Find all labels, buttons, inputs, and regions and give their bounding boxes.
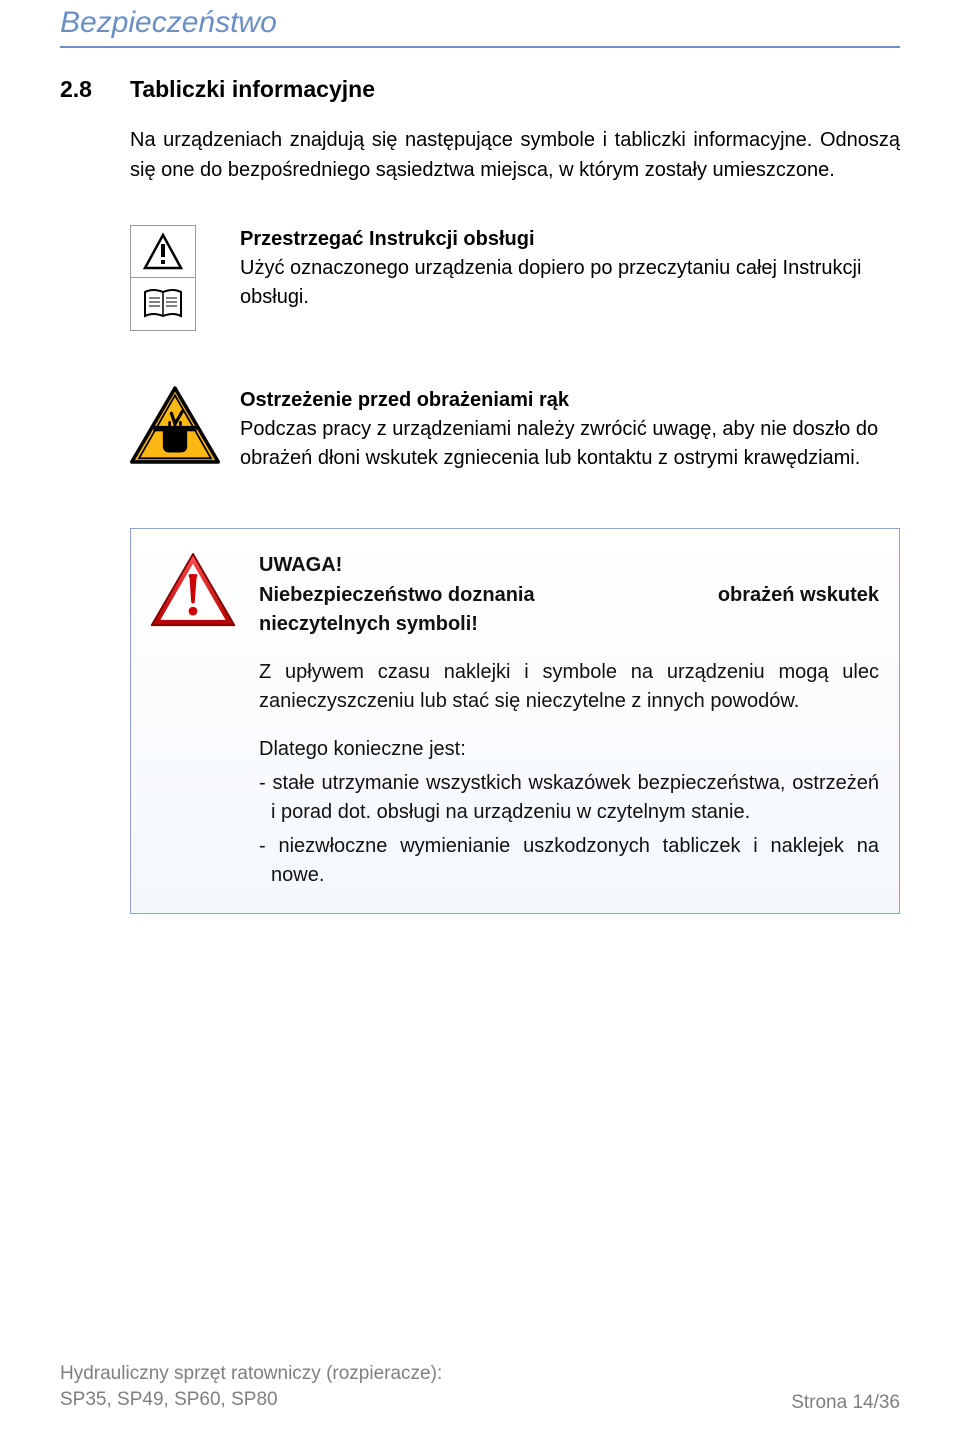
open-book-icon [141, 284, 185, 324]
manual-dual-icon [130, 225, 196, 331]
notice-text: UWAGA! Niebezpieczeństwo doznania obraże… [259, 551, 879, 891]
chapter-title: Bezpieczeństwo [60, 0, 900, 48]
notice-heading: UWAGA! [259, 554, 342, 576]
info-block-manual-text: Przestrzegać Instrukcji obsługi Użyć ozn… [240, 225, 900, 312]
info-block-manual-body: Użyć oznaczonego urządzenia dopiero po p… [240, 257, 861, 308]
notice-subheading2: nieczytelnych symboli! [259, 613, 478, 635]
hand-crush-warning-icon [130, 386, 220, 464]
info-block-hand-body: Podczas pracy z urządzeniami należy zwró… [240, 418, 878, 469]
footer-left-line1: Hydrauliczny sprzęt ratowniczy (rozpiera… [60, 1361, 442, 1388]
notice-sub-a: Niebezpieczeństwo doznania [259, 581, 535, 611]
info-block-hand-title: Ostrzeżenie przed obrażeniami rąk [240, 386, 900, 415]
info-block-manual-title: Przestrzegać Instrukcji obsługi [240, 225, 900, 254]
info-block-hand-text: Ostrzeżenie przed obrażeniami rąk Podcza… [240, 386, 900, 473]
attention-triangle-icon [149, 551, 237, 629]
notice-box: UWAGA! Niebezpieczeństwo doznania obraże… [130, 528, 900, 914]
footer-page-number: Strona 14/36 [791, 1392, 900, 1414]
info-block-hand: Ostrzeżenie przed obrażeniami rąk Podcza… [130, 386, 900, 473]
section-heading: 2.8 Tabliczki informacyjne [60, 76, 900, 103]
notice-li2: - niezwłoczne wymienianie uszkodzonych t… [259, 832, 879, 891]
notice-sub-b: obrażeń wskutek [718, 581, 879, 611]
notice-li1: - stałe utrzymanie wszystkich wskazówek … [259, 769, 879, 828]
notice-p1: Z upływem czasu naklejki i symbole na ur… [259, 658, 879, 717]
exclamation-triangle-icon [143, 232, 183, 272]
section-title: Tabliczki informacyjne [130, 76, 375, 103]
section-intro: Na urządzeniach znajdują się następujące… [130, 125, 900, 185]
notice-p2: Dlatego konieczne jest: [259, 735, 879, 765]
info-block-manual: Przestrzegać Instrukcji obsługi Użyć ozn… [130, 225, 900, 331]
footer-left-line2: SP35, SP49, SP60, SP80 [60, 1387, 442, 1414]
page-footer: Hydrauliczny sprzęt ratowniczy (rozpiera… [60, 1361, 900, 1414]
section-number: 2.8 [60, 76, 130, 103]
